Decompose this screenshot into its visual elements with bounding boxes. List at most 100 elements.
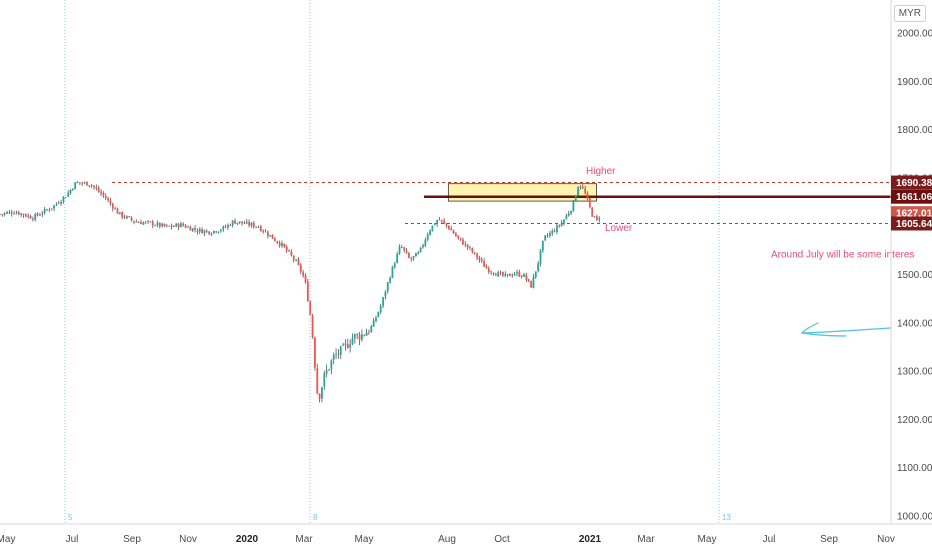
price-tick: 1500.00 [897,270,932,281]
price-label-text: 1661.06 [896,192,932,203]
candle-body [100,191,102,194]
candle-body [187,226,189,228]
candle-body [386,282,389,292]
candle-body [189,226,192,231]
candle-body [358,334,361,340]
supply-zone-layer[interactable] [447,183,597,202]
candle-body [485,266,488,269]
candle-body [466,244,469,248]
candle-body [135,221,138,223]
candle-body [487,268,490,273]
candle-body [403,247,406,251]
candle-body [330,360,333,370]
candle-body [252,222,255,227]
candle-body [565,215,568,220]
candle-body [151,221,154,226]
candle-body [504,273,507,276]
candle-body [126,216,128,219]
candle-body [445,223,448,226]
candle-body [370,326,373,332]
candle-body [525,274,528,280]
annotation-higher[interactable]: Higher [586,166,616,177]
candle-body [365,332,368,336]
candle-body [276,241,279,243]
candle-body [32,218,34,220]
candle-body [306,281,309,302]
time-tick: 2020 [236,534,259,545]
candle-body [534,271,537,278]
price-tick: 1400.00 [897,318,932,329]
candle-body [480,259,483,262]
candle-body [520,276,523,278]
session-label: 5 [68,513,73,522]
annotation-lower[interactable]: Lower [605,223,633,234]
candle-body [516,272,518,274]
candle-body [523,273,525,277]
candle-body [95,187,98,189]
candle-body [161,223,164,227]
candle-body [509,273,511,277]
candle-body [527,279,530,282]
session-label: 13 [722,513,731,522]
candle-body [424,239,427,246]
candle-body [34,214,37,220]
candle-body [570,210,572,214]
annotation-note[interactable]: Around July will be some interes [771,250,914,261]
candle-body [36,213,39,216]
candle-body [1,214,4,215]
candle-body [76,182,79,184]
price-label-box [891,175,932,190]
candle-body [452,230,455,234]
candle-body [323,373,326,387]
candle-body [457,235,460,239]
candle-body [3,212,6,215]
candle-body [321,387,323,399]
candle-body [337,353,340,355]
text-annotations[interactable]: Higher Lower Around July will be some in… [586,166,914,261]
candle-body [410,257,413,260]
candle-body [154,225,156,227]
candle-body [391,266,394,278]
candle-body [356,334,359,336]
candle-body [563,219,565,224]
session-label: 8 [313,513,318,522]
candle-body [74,182,77,190]
candle-body [518,271,521,277]
candle-body [436,220,438,224]
level-lines[interactable] [112,182,891,224]
candle-body [259,226,262,231]
candle-body [208,231,211,235]
candle-body [121,212,124,218]
candle-body [6,212,8,214]
arrow-annotation[interactable] [800,322,891,337]
candle-body [88,185,91,186]
candle-body [264,231,267,233]
candle-body [558,225,561,227]
candle-body [43,209,46,213]
candle-body [309,301,312,315]
candle-body [97,187,100,192]
candle-body [560,222,563,226]
candle-body [81,182,84,184]
time-axis[interactable]: May Jul Sep Nov 2020 Mar May Aug Oct 2021 Mar May Ju… [0,534,895,545]
time-tick: Oct [494,534,510,545]
price-tick: 1200.00 [897,415,932,426]
candle-body [102,192,105,196]
candle-body [15,212,18,214]
candle-body [198,228,201,232]
candle-body [17,211,20,215]
candle-body [250,223,253,226]
price-axis[interactable]: 2000.001900.001800.001700.001600.001500.… [897,29,932,523]
candle-body [363,334,366,336]
candle-body [537,263,540,271]
candle-body [384,291,387,297]
candle-body [572,200,575,212]
candle-body [168,225,171,227]
candle-body [398,246,401,254]
candle-body [48,209,51,211]
candle-body [257,227,260,228]
candle-body [462,239,464,245]
candle-body [83,182,86,184]
candle-body [304,275,307,283]
